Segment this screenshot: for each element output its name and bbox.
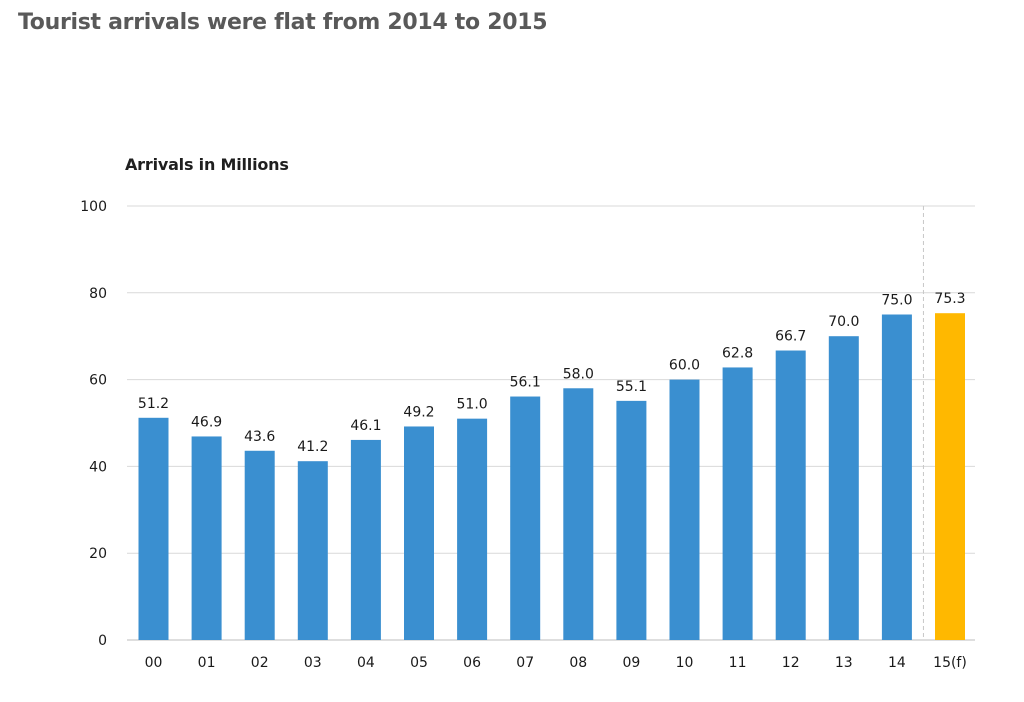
data-label: 66.7 — [775, 329, 806, 345]
bar — [191, 436, 222, 640]
x-tick-label: 10 — [676, 655, 694, 671]
x-tick-label: 09 — [622, 655, 640, 671]
data-label: 49.2 — [403, 404, 434, 420]
x-axis-ticks: 00 01 02 03 04 05 06 07 08 09 10 11 12 13 14 15(f) — [145, 655, 967, 671]
data-label: 41.2 — [297, 439, 328, 455]
bar — [563, 388, 594, 640]
x-tick-label: 02 — [251, 655, 269, 671]
x-tick-label: 00 — [145, 655, 163, 671]
bar — [244, 450, 275, 640]
data-label: 51.0 — [457, 397, 488, 413]
bar — [138, 417, 169, 640]
x-tick-label: 01 — [198, 655, 216, 671]
x-tick-label: 11 — [729, 655, 747, 671]
x-tick-label: 03 — [304, 655, 322, 671]
bar — [616, 400, 647, 640]
bars — [138, 313, 965, 640]
data-label: 75.0 — [881, 293, 912, 309]
x-tick-label: 15(f) — [933, 655, 967, 671]
bar — [404, 426, 434, 640]
x-tick-label: 14 — [888, 655, 906, 671]
bar — [881, 314, 912, 640]
bar — [457, 418, 488, 640]
data-label: 70.0 — [828, 314, 859, 330]
x-tick-label: 07 — [516, 655, 534, 671]
y-tick-label: 60 — [89, 373, 107, 389]
data-label: 55.1 — [616, 379, 647, 395]
data-label: 43.6 — [244, 429, 275, 445]
x-tick-label: 06 — [463, 655, 481, 671]
data-label: 60.0 — [669, 358, 700, 374]
data-label: 58.0 — [563, 366, 594, 382]
y-tick-label: 40 — [89, 459, 107, 475]
bar — [828, 336, 859, 640]
data-label: 46.9 — [191, 414, 222, 430]
bar — [350, 439, 381, 640]
x-tick-label: 04 — [357, 655, 375, 671]
bar — [510, 396, 541, 640]
bar — [775, 350, 806, 640]
bar — [722, 367, 753, 640]
x-tick-label: 12 — [782, 655, 800, 671]
data-label: 56.1 — [510, 375, 541, 391]
y-tick-label: 0 — [98, 633, 107, 649]
data-labels: 51.2 46.9 43.6 41.2 46.1 49.2 51.0 56.1 58.0 55.1… — [138, 291, 966, 455]
y-tick-label: 80 — [89, 286, 107, 302]
x-tick-label: 13 — [835, 655, 853, 671]
data-label: 62.8 — [722, 345, 753, 361]
data-label: 75.3 — [934, 291, 965, 307]
x-tick-label: 05 — [410, 655, 428, 671]
y-tick-label: 100 — [80, 199, 107, 215]
bar — [935, 313, 965, 640]
data-label: 46.1 — [350, 418, 381, 434]
y-axis-title: Arrivals in Millions — [125, 155, 289, 174]
bar — [297, 461, 328, 640]
data-label: 51.2 — [138, 396, 169, 412]
y-axis-ticks: 0 20 40 60 80 100 — [80, 199, 107, 649]
y-tick-label: 20 — [89, 546, 107, 562]
bar — [669, 379, 700, 640]
x-tick-label: 08 — [569, 655, 587, 671]
chart-title: Tourist arrivals were flat from 2014 to … — [18, 10, 548, 35]
